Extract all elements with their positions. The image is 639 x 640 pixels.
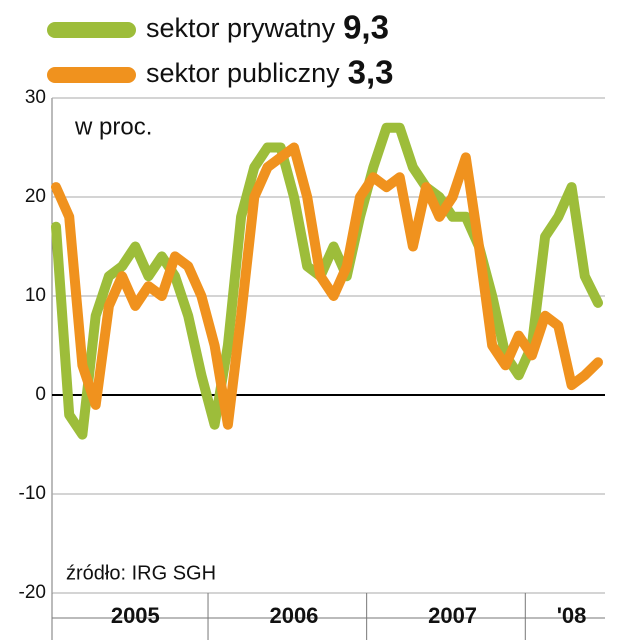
x-tick-label: 2005: [111, 603, 160, 628]
x-tick-label: '08: [557, 603, 587, 628]
y-tick-label: 10: [25, 285, 46, 306]
source-note: źródło: IRG SGH: [66, 562, 216, 584]
y-tick-label: 30: [25, 87, 46, 108]
x-tick-label: 2006: [269, 603, 318, 628]
legend-label: sektor prywatny: [146, 13, 336, 43]
y-tick-label: 0: [35, 384, 46, 405]
y-tick-label: -20: [19, 582, 46, 603]
legend-label: sektor publiczny: [146, 58, 340, 88]
x-tick-label: 2007: [428, 603, 477, 628]
unit-note: w proc.: [74, 113, 152, 140]
legend-value: 3,3: [348, 54, 394, 91]
y-tick-label: 20: [25, 186, 46, 207]
y-tick-label: -10: [19, 483, 46, 504]
series-line: [51, 142, 603, 430]
legend-value: 9,3: [343, 9, 389, 46]
